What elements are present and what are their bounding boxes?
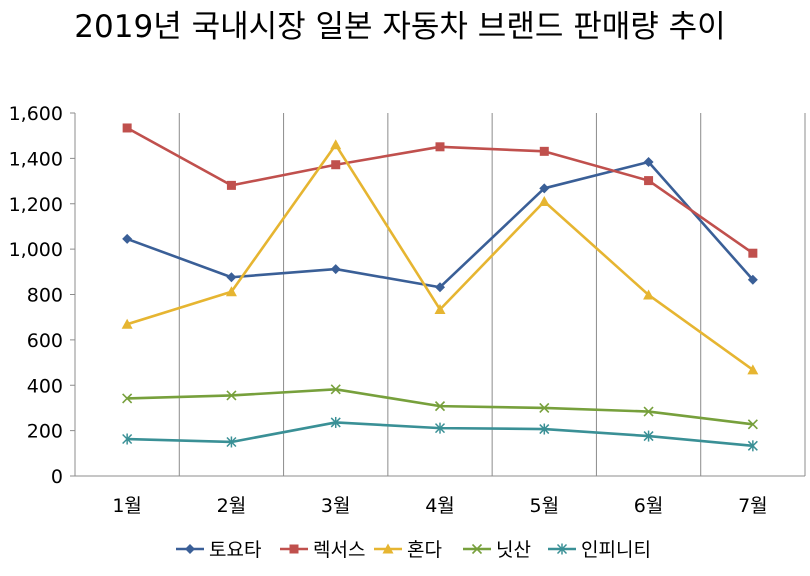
data-point: [185, 544, 195, 554]
data-point: [122, 393, 133, 404]
data-point: [538, 195, 550, 206]
data-point: [122, 123, 132, 133]
data-point: [226, 180, 236, 190]
x-tick-label: 1월: [112, 495, 142, 517]
y-tick-label: 800: [27, 285, 63, 307]
data-point: [330, 384, 341, 395]
data-point: [539, 146, 549, 156]
data-point: [331, 160, 341, 170]
data-point: [643, 430, 654, 442]
y-tick-label: 1,600: [9, 103, 63, 125]
data-point: [330, 139, 342, 150]
data-point: [330, 416, 341, 428]
x-tick-label: 6월: [634, 495, 664, 517]
series-인피니티: [122, 416, 758, 452]
data-point: [226, 390, 237, 401]
data-point: [122, 233, 133, 244]
y-tick-label: 0: [51, 466, 63, 488]
data-point: [121, 318, 133, 329]
x-tick-label: 2월: [217, 495, 247, 517]
y-tick-label: 1,200: [9, 194, 63, 216]
y-tick-label: 1,400: [9, 148, 63, 170]
legend-label: 혼다: [407, 539, 442, 561]
data-point: [330, 264, 341, 275]
data-point: [434, 303, 446, 314]
data-point: [539, 402, 550, 414]
data-point: [747, 419, 758, 430]
legend-label: 렉서스: [313, 539, 365, 561]
data-point: [747, 274, 758, 285]
data-point: [435, 282, 445, 293]
series-토요타: [122, 157, 758, 293]
data-point: [434, 401, 446, 412]
legend-label: 닛산: [496, 539, 531, 561]
axes: [74, 113, 805, 477]
data-point: [226, 272, 237, 283]
data-point: [471, 543, 483, 555]
legend-item: 토요타: [176, 539, 261, 561]
y-tick-label: 600: [27, 330, 63, 352]
data-point: [747, 364, 759, 375]
legend-item: 닛산: [463, 539, 531, 561]
x-tick-label: 4월: [425, 495, 455, 517]
data-point: [748, 248, 758, 258]
data-point: [289, 544, 299, 554]
data-point: [382, 543, 394, 554]
data-point: [643, 289, 655, 300]
data-point: [539, 423, 550, 435]
data-point: [747, 440, 758, 452]
legend-item: 혼다: [374, 539, 442, 561]
data-point: [225, 286, 237, 297]
data-point: [435, 142, 445, 152]
series-렉서스: [122, 123, 758, 258]
data-point: [644, 176, 654, 186]
data-point: [643, 157, 654, 168]
data-point: [434, 422, 446, 434]
data-point: [539, 183, 550, 194]
legend-item: 인피니티: [548, 539, 651, 561]
x-tick-label: 5월: [529, 495, 559, 517]
series-lines: [121, 123, 759, 452]
data-point: [556, 543, 568, 555]
y-tick-label: 1,000: [9, 239, 63, 261]
y-tick-label: 400: [27, 375, 63, 397]
y-axis-ticks: 0 200 400 600 800 1,000 1,200 1,400 1,600: [9, 103, 75, 488]
series-닛산: [122, 384, 758, 430]
y-tick-label: 200: [27, 421, 63, 443]
series-혼다: [121, 139, 759, 375]
x-tick-label: 3월: [321, 495, 351, 517]
chart-title: 2019년 국내시장 일본 자동차 브랜드 판매량 추이: [74, 9, 726, 45]
x-axis-ticks: 1월 2월 3월 4월 5월 6월 7월: [112, 495, 767, 517]
legend-label: 토요타: [209, 539, 261, 561]
data-point: [226, 436, 237, 448]
legend: 토요타 렉서스 혼다 닛산 인피니티: [176, 539, 651, 561]
data-point: [122, 433, 133, 445]
gridlines: [178, 113, 806, 476]
x-tick-label: 7월: [738, 495, 768, 517]
legend-item: 렉서스: [280, 539, 365, 561]
legend-label: 인피니티: [581, 539, 651, 561]
data-point: [643, 406, 654, 417]
